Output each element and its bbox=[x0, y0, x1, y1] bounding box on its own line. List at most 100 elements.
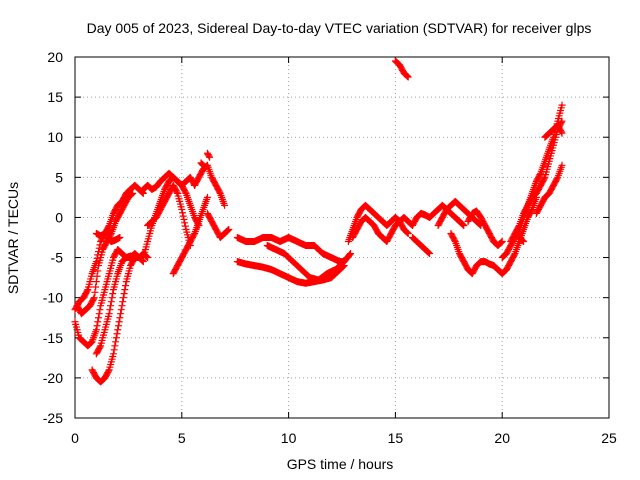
y-tick-label: 15 bbox=[47, 89, 63, 105]
data-point bbox=[122, 282, 130, 290]
y-tick-label: -5 bbox=[51, 250, 64, 266]
data-point bbox=[116, 234, 124, 241]
data-point bbox=[181, 188, 189, 196]
data-point bbox=[403, 72, 411, 80]
data-point bbox=[497, 239, 505, 247]
data-point bbox=[139, 189, 147, 197]
data-point bbox=[116, 314, 124, 322]
data-point bbox=[91, 288, 99, 296]
data-point bbox=[96, 306, 104, 314]
data-point bbox=[347, 250, 355, 258]
data-point bbox=[558, 129, 566, 137]
data-point bbox=[119, 298, 127, 306]
data-points bbox=[71, 57, 566, 386]
data-point bbox=[498, 238, 506, 246]
y-tick-label: -20 bbox=[43, 370, 63, 386]
data-point bbox=[93, 322, 101, 330]
data-point bbox=[106, 306, 114, 314]
x-tick-label: 25 bbox=[601, 430, 617, 446]
x-tick-label: 5 bbox=[178, 430, 186, 446]
data-point bbox=[107, 298, 115, 306]
x-tick-label: 20 bbox=[494, 430, 510, 446]
data-point bbox=[181, 222, 189, 230]
data-point bbox=[113, 330, 121, 338]
data-point bbox=[181, 219, 189, 227]
y-axis-label: SDTVAR / TECUs bbox=[5, 182, 21, 294]
data-series bbox=[92, 252, 139, 358]
data-point bbox=[105, 310, 113, 318]
data-point bbox=[83, 287, 91, 295]
data-point bbox=[114, 326, 122, 334]
data-point bbox=[90, 294, 98, 302]
data-point bbox=[515, 223, 523, 231]
data-series bbox=[191, 161, 229, 209]
data-point bbox=[95, 310, 103, 318]
data-series bbox=[541, 121, 566, 141]
data-point bbox=[90, 295, 98, 303]
data-point bbox=[540, 175, 548, 183]
y-tick-label: 10 bbox=[47, 129, 63, 145]
data-point bbox=[557, 119, 565, 127]
data-point bbox=[424, 248, 432, 256]
y-tick-label: 20 bbox=[47, 49, 63, 65]
data-point bbox=[111, 342, 119, 350]
data-series bbox=[88, 250, 152, 386]
data-series bbox=[408, 234, 434, 258]
data-point bbox=[92, 278, 100, 286]
data-point bbox=[558, 161, 566, 169]
data-point bbox=[527, 207, 535, 215]
data-point bbox=[108, 294, 116, 302]
data-series bbox=[464, 207, 506, 250]
y-tick-label: 5 bbox=[55, 169, 63, 185]
data-point bbox=[225, 225, 233, 233]
data-point bbox=[131, 254, 139, 262]
data-point bbox=[104, 227, 112, 235]
data-series bbox=[144, 181, 194, 250]
data-point bbox=[558, 117, 566, 125]
data-point bbox=[119, 294, 127, 302]
data-point bbox=[93, 272, 101, 280]
data-point bbox=[117, 310, 125, 318]
data-point bbox=[216, 188, 224, 196]
data-point bbox=[121, 286, 129, 294]
data-point bbox=[127, 191, 135, 199]
data-point bbox=[118, 302, 126, 310]
data-point bbox=[403, 228, 411, 236]
data-series bbox=[92, 225, 113, 240]
data-point bbox=[104, 367, 112, 375]
data-point bbox=[404, 229, 412, 237]
data-point bbox=[114, 322, 122, 330]
data-series bbox=[197, 159, 207, 169]
data-point bbox=[460, 221, 468, 229]
data-point bbox=[553, 175, 561, 183]
data-point bbox=[404, 72, 412, 80]
data-point bbox=[518, 236, 526, 244]
data-point bbox=[346, 250, 354, 258]
data-series bbox=[139, 169, 199, 193]
data-point bbox=[203, 193, 211, 201]
data-point bbox=[96, 343, 104, 351]
data-point bbox=[179, 209, 187, 217]
data-point bbox=[205, 152, 213, 160]
data-point bbox=[139, 257, 147, 265]
data-point bbox=[425, 249, 433, 257]
data-point bbox=[558, 101, 566, 109]
chart-title: Day 005 of 2023, Sidereal Day-to-day VTE… bbox=[87, 20, 592, 36]
data-point bbox=[115, 318, 123, 326]
y-tick-label: -10 bbox=[43, 290, 63, 306]
data-point bbox=[224, 226, 232, 234]
x-tick-label: 15 bbox=[388, 430, 404, 446]
data-point bbox=[120, 290, 128, 298]
data-series bbox=[203, 209, 233, 241]
data-point bbox=[129, 189, 137, 197]
axis-ticks: 0 5 10 15 20 25 -25 -20 -15 -10 -5 0 5 10 15 20 bbox=[43, 49, 617, 446]
x-tick-label: 0 bbox=[71, 430, 79, 446]
data-point bbox=[180, 215, 188, 223]
data-series bbox=[203, 149, 214, 161]
data-point bbox=[92, 283, 100, 291]
data-point bbox=[458, 220, 466, 228]
plot-frame bbox=[74, 56, 610, 419]
x-axis-label: GPS time / hours bbox=[287, 456, 394, 472]
data-series bbox=[73, 189, 137, 318]
